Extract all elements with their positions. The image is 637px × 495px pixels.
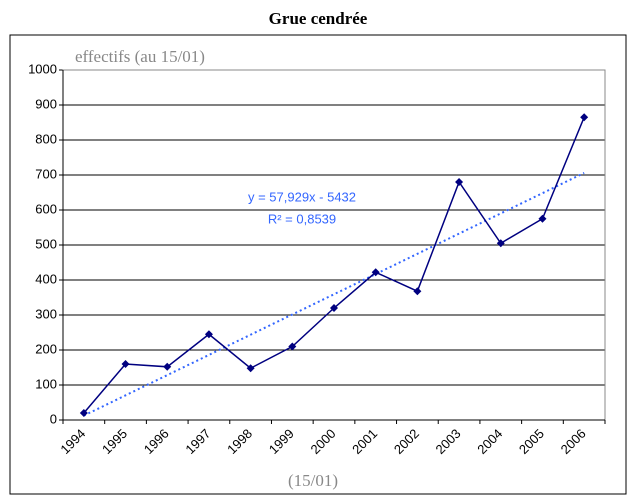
data-point <box>413 287 422 296</box>
x-tick-label: 2001 <box>349 426 380 457</box>
x-tick-label: 2003 <box>433 426 464 457</box>
y-tick-label: 500 <box>35 236 57 251</box>
data-point <box>121 360 130 368</box>
data-point <box>163 362 172 371</box>
y-tick-label: 0 <box>50 411 57 426</box>
x-tick-label: 2000 <box>307 426 338 457</box>
data-point <box>204 330 213 339</box>
data-point <box>79 409 88 417</box>
y-tick-label: 300 <box>35 306 57 321</box>
y-axis-label: effectifs (au 15/01) <box>75 47 205 66</box>
trend-equation: y = 57,929x - 5432 <box>248 189 356 204</box>
y-tick-label: 600 <box>35 201 57 216</box>
x-tick-label: 1996 <box>141 426 172 457</box>
x-tick-label: 2002 <box>391 426 422 457</box>
x-tick-label: 1998 <box>224 426 255 457</box>
chart-border <box>9 34 627 495</box>
x-tick-label: 2006 <box>558 426 589 457</box>
y-tick-label: 200 <box>35 341 57 356</box>
data-point <box>246 364 255 373</box>
series-line <box>83 116 585 414</box>
x-tick-label: 1994 <box>57 426 88 457</box>
chart-title: Grue cendrée <box>269 9 368 28</box>
x-tick-label: 1995 <box>99 426 130 457</box>
x-tick-label: 2005 <box>516 426 547 457</box>
data-point <box>580 113 589 122</box>
y-tick-label: 800 <box>35 131 57 146</box>
x-axis-label: (15/01) <box>288 471 338 490</box>
y-tick-label: 100 <box>35 376 57 391</box>
data-point <box>496 239 505 248</box>
x-tick-label: 2004 <box>474 426 505 457</box>
data-point <box>371 268 380 277</box>
data-point <box>538 214 547 223</box>
y-tick-label: 700 <box>35 166 57 181</box>
data-point <box>330 304 338 312</box>
data-point <box>288 342 297 351</box>
trendline <box>83 172 585 417</box>
x-tick-label: 1997 <box>182 426 213 457</box>
data-point <box>455 178 464 186</box>
y-tick-label: 900 <box>35 96 57 111</box>
y-tick-label: 400 <box>35 271 57 286</box>
trend-r2: R² = 0,8539 <box>268 211 336 226</box>
x-tick-label: 1999 <box>266 426 297 457</box>
y-tick-label: 1000 <box>28 61 57 76</box>
